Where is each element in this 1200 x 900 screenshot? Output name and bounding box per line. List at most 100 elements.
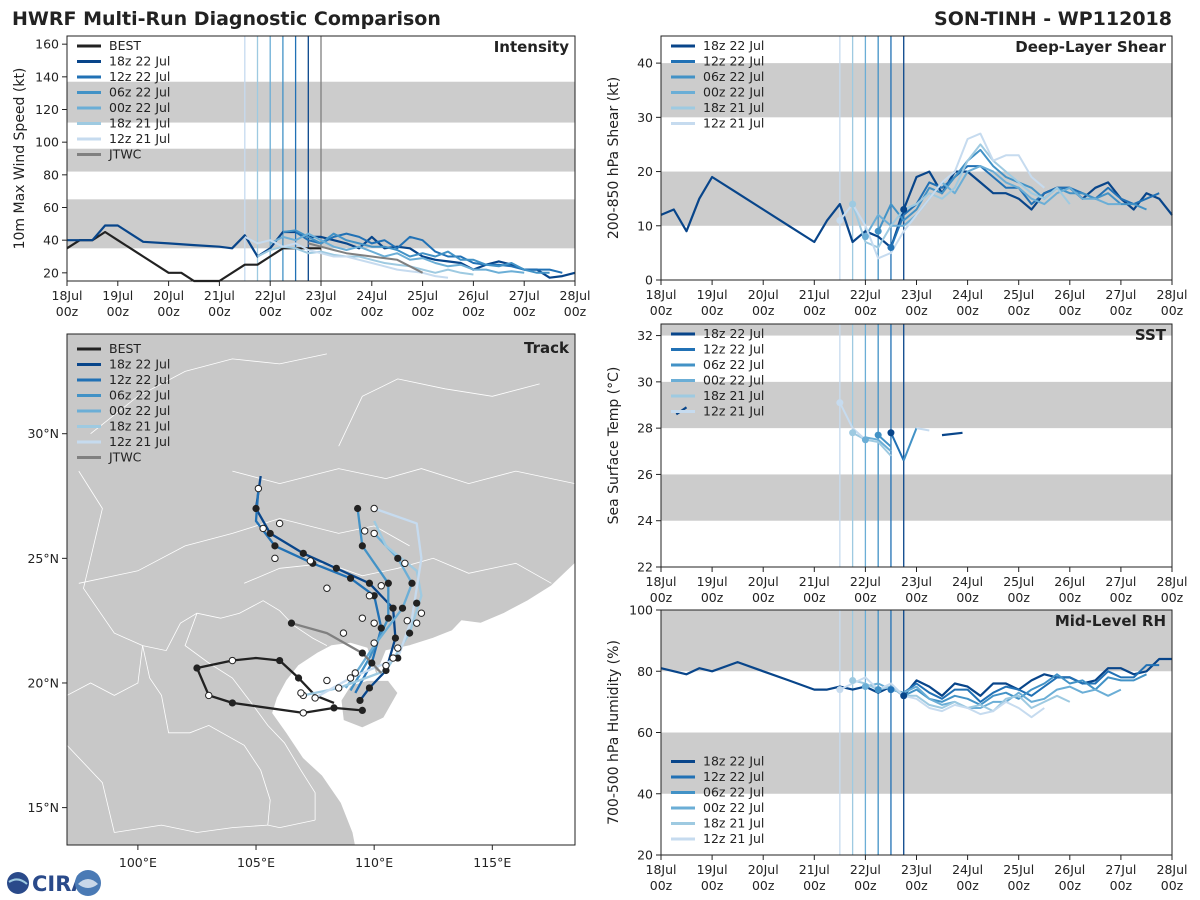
track-point-filled-16 <box>368 659 376 667</box>
track-point-filled-14 <box>266 529 274 538</box>
sst-legend-label: 18z 21 Jul <box>703 388 764 403</box>
intensity-series-r00z22-4 <box>269 232 525 274</box>
rh-xtick-day: 18Jul <box>646 862 677 877</box>
track-point-open-26 <box>351 669 359 677</box>
track-point-open-2 <box>228 656 237 665</box>
track-point-filled-28 <box>287 619 296 627</box>
rh-xtick-hour: 00z <box>1059 878 1082 893</box>
rh-marker-5 <box>836 686 844 694</box>
shear-marker-2 <box>874 227 882 235</box>
sst-legend-label: 12z 22 Jul <box>703 342 764 357</box>
shear-xtick-hour: 00z <box>752 303 775 318</box>
intensity-ytick-label: 120 <box>35 102 59 117</box>
rh-ytick-label: 80 <box>637 664 653 679</box>
track-legend-label: 12z 22 Jul <box>109 372 170 387</box>
border-line-4 <box>67 745 115 833</box>
rh-xtick-hour: 00z <box>905 878 928 893</box>
track-point-open-1 <box>205 691 213 700</box>
storm-title: SON-TINH - WP112018 <box>934 8 1172 30</box>
track-point-filled-29 <box>358 649 366 657</box>
intensity-panel: 2040608010012014016018Jul00z19Jul00z20Ju… <box>12 35 591 319</box>
rh-legend-label: 06z 22 Jul <box>703 785 764 800</box>
sst-marker-0 <box>887 429 895 437</box>
track-point-open-11 <box>306 557 315 565</box>
sst-band-0 <box>661 474 1172 521</box>
track-point-open-18 <box>417 609 426 617</box>
logo-wave-icon <box>78 879 98 888</box>
intensity-legend-label: 06z 22 Jul <box>109 85 170 100</box>
rh-series-r18z22-0 <box>660 657 1172 697</box>
track-point-filled-31 <box>384 579 392 587</box>
shear-series-r18z21-4 <box>851 143 1071 249</box>
track-ytick-label: 20°N <box>27 675 59 690</box>
intensity-xtick-hour: 00z <box>462 304 485 319</box>
shear-xtick-hour: 00z <box>956 303 979 318</box>
shear-legend-label: 00z 22 Jul <box>703 85 764 100</box>
rh-legend-label: 18z 21 Jul <box>703 816 764 831</box>
border-line-2 <box>184 613 316 821</box>
rh-xtick-hour: 00z <box>1007 878 1030 893</box>
shear-panel: 01020304018Jul00z19Jul00z20Jul00z21Jul00… <box>606 35 1188 318</box>
track-point-filled-26 <box>358 542 366 550</box>
logo-globe-icon <box>7 872 29 894</box>
track-point-open-10 <box>275 519 284 528</box>
track-point-open-13 <box>339 629 348 637</box>
track-legend-label: 18z 22 Jul <box>109 357 170 372</box>
shear-xtick-hour: 00z <box>905 303 928 318</box>
intensity-xtick-hour: 00z <box>107 304 130 319</box>
shear-legend-label: 12z 22 Jul <box>703 54 764 69</box>
track-point-filled-25 <box>354 504 362 513</box>
rh-xtick-day: 24Jul <box>952 862 983 877</box>
figure-title: HWRF Multi-Run Diagnostic Comparison <box>12 8 441 30</box>
sst-ytick-label: 30 <box>637 374 653 389</box>
sst-xtick-day: 27Jul <box>1105 574 1136 589</box>
track-point-open-23 <box>370 504 378 513</box>
intensity-xtick-day: 26Jul <box>458 288 489 303</box>
rh-marker-1 <box>887 686 895 694</box>
rh-xtick-day: 26Jul <box>1054 862 1085 877</box>
track-point-filled-24 <box>394 554 402 562</box>
shear-xtick-day: 26Jul <box>1054 287 1085 302</box>
intensity-ytick-label: 60 <box>43 200 59 215</box>
rh-ytick-label: 100 <box>629 603 653 618</box>
shear-series-r00z22-3 <box>864 165 1121 238</box>
intensity-legend-label: 18z 21 Jul <box>109 116 170 131</box>
rh-series-r00z22-3 <box>865 682 1122 709</box>
border-line-5 <box>114 824 268 833</box>
sst-panel: 22242628303218Jul00z19Jul00z20Jul00z21Ju… <box>606 323 1188 605</box>
intensity-ytick-label: 140 <box>35 69 59 84</box>
sst-ytick-label: 32 <box>637 328 653 343</box>
shear-xtick-hour: 00z <box>650 303 673 318</box>
rh-xtick-hour: 00z <box>1110 878 1133 893</box>
track-legend-label: 18z 21 Jul <box>109 419 170 434</box>
sst-ytick-label: 26 <box>637 467 653 482</box>
track-xtick-label: 105°E <box>237 855 275 870</box>
sst-xtick-day: 25Jul <box>1003 574 1034 589</box>
shear-ytick-label: 0 <box>645 273 653 288</box>
intensity-xtick-day: 20Jul <box>153 288 184 303</box>
shear-xtick-day: 28Jul <box>1157 287 1188 302</box>
rh-title: Mid-Level RH <box>1055 612 1166 630</box>
rh-xtick-hour: 00z <box>1161 878 1184 893</box>
shear-band-1 <box>661 63 1172 118</box>
shear-xtick-day: 25Jul <box>1003 287 1034 302</box>
track-point-filled-15 <box>252 504 260 513</box>
shear-xtick-day: 23Jul <box>901 287 932 302</box>
sst-xtick-day: 21Jul <box>799 574 830 589</box>
rh-xtick-day: 27Jul <box>1105 862 1136 877</box>
sst-xtick-day: 28Jul <box>1157 574 1188 589</box>
sst-series-r12z22-2 <box>890 432 905 461</box>
rh-xtick-day: 28Jul <box>1157 862 1188 877</box>
intensity-ytick-label: 80 <box>43 167 59 182</box>
intensity-series-r18z21-5 <box>257 245 474 276</box>
rh-xtick-day: 20Jul <box>748 862 779 877</box>
track-panel: 100°E 105°E 110°E 115°E 15°N 20°N 25°N 30°N Trac… <box>27 333 576 870</box>
logo-swirl-icon <box>8 878 28 885</box>
border-line-8 <box>232 468 575 485</box>
shear-xtick-hour: 00z <box>1007 303 1030 318</box>
track-ytick-label: 25°N <box>27 551 59 566</box>
land-mass <box>67 334 575 845</box>
intensity-series-r12z21-6 <box>244 236 449 279</box>
track-frame <box>66 333 576 846</box>
track-point-open-19 <box>358 614 367 622</box>
